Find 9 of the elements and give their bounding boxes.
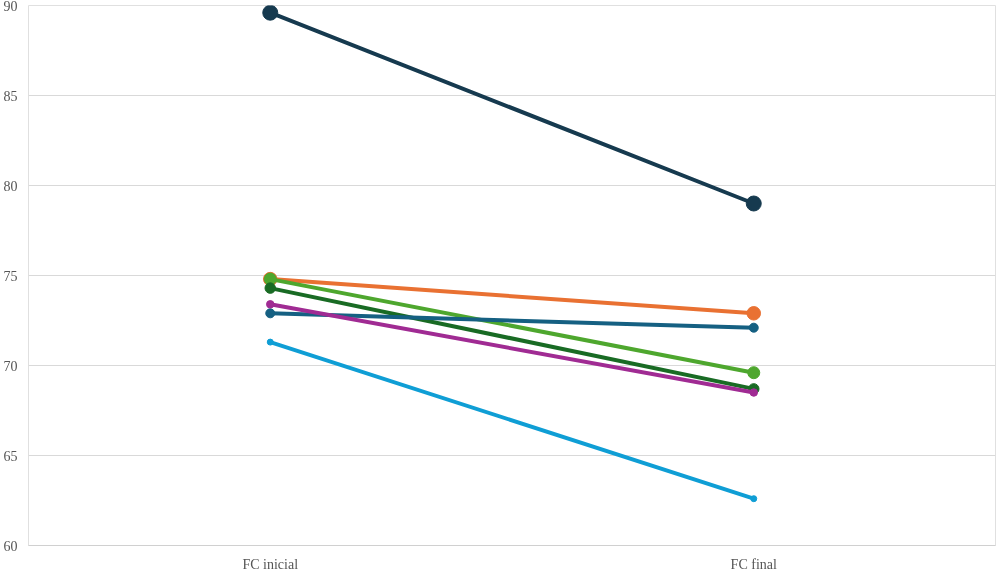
y-tick-label: 65 [3,448,18,464]
y-tick-label: 70 [3,358,18,374]
x-tick-label: FC final [730,556,777,572]
y-tick-label: 75 [3,268,18,284]
y-tick-label: 90 [3,0,18,14]
y-tick-label: 85 [3,88,18,104]
y-tick-label: 60 [3,538,18,554]
x-tick-label: FC inicial [242,556,299,572]
y-tick-label: 80 [3,178,18,194]
